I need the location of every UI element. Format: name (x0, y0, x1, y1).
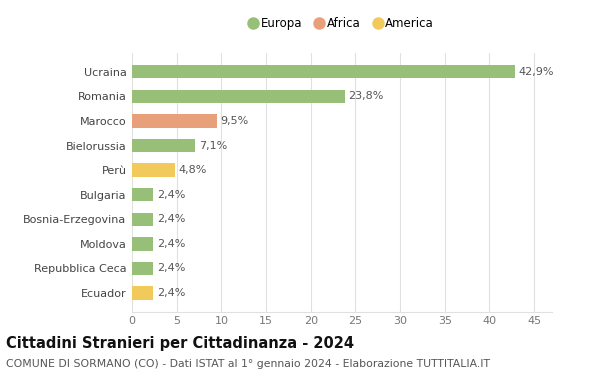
Bar (132, 139, 196, 152)
Text: Cittadini Stranieri per Cittadinanza - 2024: Cittadini Stranieri per Cittadinanza - 2… (6, 336, 354, 351)
Text: 42,9%: 42,9% (519, 67, 554, 77)
Bar (132, 212, 154, 226)
Text: 2,4%: 2,4% (157, 239, 185, 249)
Bar (132, 163, 175, 177)
Bar (132, 237, 154, 251)
Text: 2,4%: 2,4% (157, 288, 185, 298)
Text: 7,1%: 7,1% (199, 141, 227, 150)
Bar (132, 188, 154, 201)
Text: 23,8%: 23,8% (348, 91, 383, 101)
Text: COMUNE DI SORMANO (CO) - Dati ISTAT al 1° gennaio 2024 - Elaborazione TUTTITALIA: COMUNE DI SORMANO (CO) - Dati ISTAT al 1… (6, 359, 490, 369)
Text: 2,4%: 2,4% (157, 190, 185, 200)
Bar (132, 65, 515, 79)
Text: 2,4%: 2,4% (157, 214, 185, 224)
Text: 9,5%: 9,5% (220, 116, 249, 126)
Bar (132, 90, 344, 103)
Text: 2,4%: 2,4% (157, 263, 185, 274)
Bar (132, 286, 154, 300)
Legend: Europa, Africa, America: Europa, Africa, America (245, 13, 439, 35)
Bar (132, 262, 154, 275)
Bar (132, 114, 217, 128)
Text: 4,8%: 4,8% (178, 165, 207, 175)
